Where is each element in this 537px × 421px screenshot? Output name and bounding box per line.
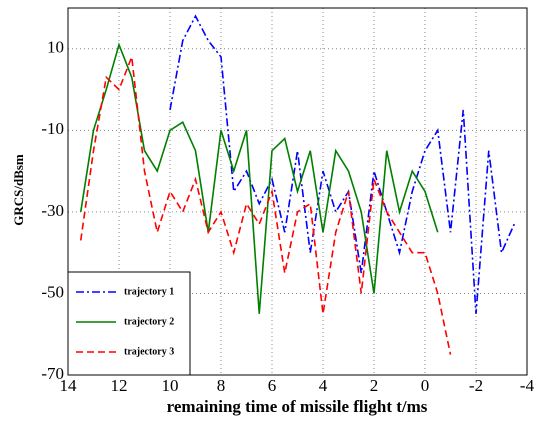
- plot-frame: [67, 7, 528, 376]
- x-tick-label: 6: [268, 376, 277, 395]
- x-tick-label: 14: [60, 376, 78, 395]
- legend-label: trajectory 2: [124, 316, 174, 327]
- x-tick-label: 4: [319, 376, 328, 395]
- x-axis-title: remaining time of missile flight t/ms: [167, 397, 428, 416]
- legend-label: trajectory 3: [124, 346, 174, 357]
- x-tick-label: 0: [421, 376, 430, 395]
- y-tick-label: -50: [41, 282, 64, 301]
- legend-box: [67, 271, 191, 376]
- x-tick-label: 8: [217, 376, 226, 395]
- y-tick-label: -30: [41, 201, 64, 220]
- data-line: [169, 14, 515, 314]
- y-tick-label: -70: [41, 364, 64, 383]
- y-tick-label: 10: [47, 38, 64, 57]
- x-tick-label: 2: [370, 376, 379, 395]
- legend-label: trajectory 1: [124, 286, 174, 297]
- y-tick-label: -10: [41, 119, 64, 138]
- y-axis-title: GRCS/dBsm: [11, 154, 26, 226]
- data-line: [79, 56, 452, 355]
- x-tick-label: 10: [162, 376, 179, 395]
- x-tick-label: -4: [520, 376, 535, 395]
- x-tick-label: 12: [111, 376, 128, 395]
- x-tick-label: -2: [469, 376, 483, 395]
